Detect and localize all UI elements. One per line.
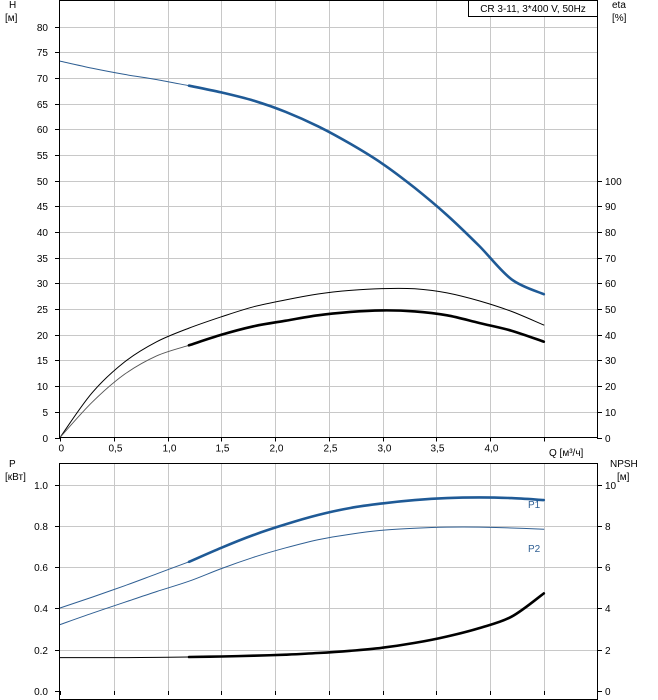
curve-series-1-3 (59, 656, 190, 659)
curve-series-1-4 (187, 592, 546, 659)
right-tick-label: 70 (605, 254, 617, 265)
h-axis-unit: [м] (5, 13, 18, 24)
x-tick-label: 0 (59, 444, 65, 455)
bottom-grid (60, 464, 597, 691)
npsh-axis-unit: [м] (617, 472, 630, 483)
p-axis-unit: [кВт] (5, 472, 26, 483)
left-tick-label: 20 (37, 331, 49, 342)
bottom-axis-ticks: 0.0 0.2 0.4 0.6 0.8 1.0 0 2 4 6 8 10 (34, 481, 616, 698)
p1-curve-label: P1 (528, 500, 541, 511)
curve-series-1-1 (187, 496, 546, 564)
left-tick-label: 55 (37, 151, 49, 162)
eta-axis-label: eta (612, 0, 626, 11)
top-axis-ticks: 0 0,5 1,0 1,5 2,0 2,5 3,0 3,5 4,0 0 5 10 15 20 25 30 35 4… (37, 23, 622, 455)
left-tick-label: 80 (37, 23, 49, 34)
left-tick-label: 0.0 (34, 687, 48, 698)
p2-curve-label: P2 (528, 544, 541, 555)
left-tick-label: 0 (42, 434, 48, 445)
curve-series-0-1 (187, 84, 546, 296)
curve-series-0-2 (59, 287, 545, 438)
x-tick-label: 3,5 (431, 444, 445, 455)
right-tick-label: 60 (605, 279, 617, 290)
left-tick-label: 60 (37, 125, 49, 136)
right-tick-label: 100 (605, 177, 622, 188)
right-tick-label: 10 (605, 481, 617, 492)
right-tick-label: 20 (605, 382, 617, 393)
left-tick-label: 0.4 (34, 604, 48, 615)
left-tick-label: 40 (37, 228, 49, 239)
left-tick-label: 0.6 (34, 563, 48, 574)
x-tick-label: 2,5 (324, 444, 338, 455)
right-tick-label: 10 (605, 408, 617, 419)
h-axis-label: H (9, 0, 16, 11)
top-grid (60, 1, 597, 438)
bottom-curves (59, 496, 546, 659)
right-tick-label: 8 (605, 522, 611, 533)
left-tick-label: 5 (42, 408, 48, 419)
right-tick-label: 40 (605, 331, 617, 342)
left-tick-label: 75 (37, 48, 49, 59)
curve-series-0-4 (187, 309, 546, 347)
right-tick-label: 6 (605, 563, 611, 574)
left-tick-label: 50 (37, 177, 49, 188)
left-tick-label: 0.2 (34, 646, 48, 657)
x-tick-label: 3,0 (378, 444, 392, 455)
legend-box-text: CR 3-11, 3*400 V, 50Hz (480, 4, 586, 15)
x-tick-label: 1,5 (216, 444, 230, 455)
p-axis-label: P (9, 459, 16, 470)
right-tick-label: 0 (605, 434, 611, 445)
eta-axis-unit: [%] (612, 13, 627, 24)
right-tick-label: 0 (605, 687, 611, 698)
right-tick-label: 90 (605, 202, 617, 213)
left-tick-label: 15 (37, 356, 49, 367)
top-legend-box: CR 3-11, 3*400 V, 50Hz (468, 0, 598, 17)
right-tick-label: 2 (605, 646, 611, 657)
curve-series-1-2 (59, 526, 545, 626)
x-tick-label: 0,5 (109, 444, 123, 455)
curve-series-1-0 (59, 561, 190, 609)
npsh-axis-label: NPSH (610, 459, 638, 470)
legend-box-frame (468, 0, 598, 17)
x-tick-label: 2,0 (270, 444, 284, 455)
left-tick-label: 25 (37, 305, 49, 316)
left-tick-label: 45 (37, 202, 49, 213)
q-axis-label: Q [м³/ч] (549, 448, 584, 459)
right-tick-label: 80 (605, 228, 617, 239)
left-tick-label: 1.0 (34, 481, 48, 492)
left-tick-label: 10 (37, 382, 49, 393)
left-tick-label: 70 (37, 74, 49, 85)
curve-series-0-0 (59, 60, 190, 87)
top-plot-frame (59, 0, 598, 438)
right-tick-label: 4 (605, 604, 611, 615)
left-tick-label: 35 (37, 254, 49, 265)
left-tick-label: 30 (37, 279, 49, 290)
right-tick-label: 50 (605, 305, 617, 316)
left-tick-label: 0.8 (34, 522, 48, 533)
right-tick-label: 30 (605, 356, 617, 367)
curve-series-0-3 (59, 344, 190, 438)
x-tick-label: 1,0 (163, 444, 177, 455)
left-tick-label: 65 (37, 100, 49, 111)
x-tick-label: 4,0 (485, 444, 499, 455)
top-curves (59, 60, 546, 438)
